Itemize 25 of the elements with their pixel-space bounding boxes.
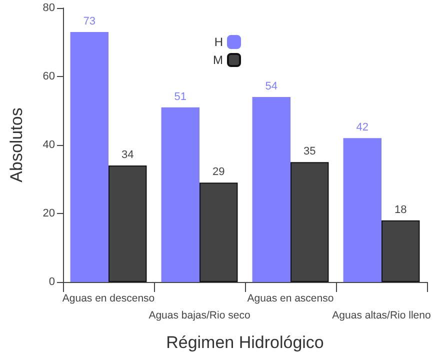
data-label: 34	[121, 149, 134, 162]
bar	[70, 32, 108, 282]
bar	[343, 138, 382, 282]
data-label: 42	[356, 122, 369, 134]
y-tick-label: 60	[42, 70, 55, 82]
data-label: 29	[212, 166, 225, 178]
y-tick-label: 80	[42, 2, 55, 14]
x-axis-title: Régimen Hidrológico	[166, 333, 324, 352]
data-label: 35	[303, 146, 316, 158]
x-tick-label: Aguas bajas/Rio seco	[148, 310, 250, 322]
x-tick-label: Aguas en descenso	[62, 292, 155, 304]
legend-label: M	[212, 53, 223, 67]
data-label: 51	[174, 90, 187, 103]
y-tick-label: 20	[42, 208, 55, 220]
y-tick-label: 40	[42, 139, 55, 151]
data-label: 73	[83, 15, 96, 28]
legend-label: H	[214, 35, 223, 49]
data-label: 54	[265, 80, 278, 93]
x-tick-label: Aguas altas/Rio lleno	[332, 310, 431, 322]
x-tick-label: Aguas en ascenso	[247, 292, 334, 304]
y-tick-label: 0	[48, 276, 55, 288]
bar	[252, 97, 290, 282]
data-label: 18	[394, 204, 407, 216]
y-axis-title: Absolutos	[7, 108, 26, 182]
bar	[161, 107, 200, 282]
